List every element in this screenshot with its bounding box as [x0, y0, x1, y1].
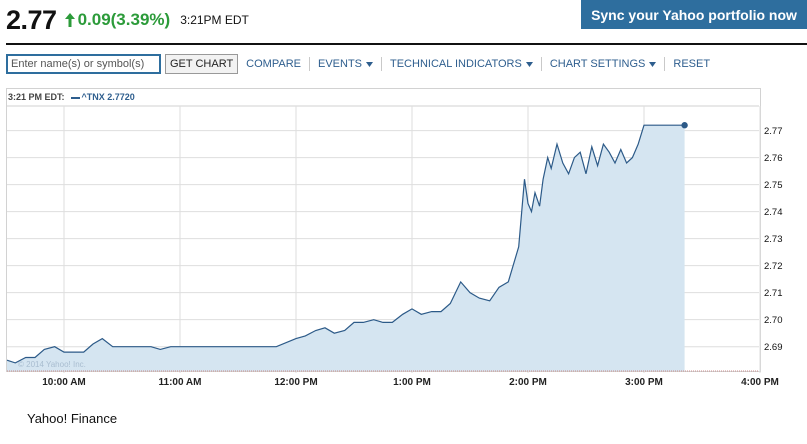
compare-label: COMPARE	[246, 58, 301, 70]
symbol-search-input[interactable]	[6, 54, 161, 74]
toolbar-separator	[540, 57, 542, 71]
legend-series-label: ^TNX 2.7720	[81, 92, 135, 102]
y-tick-label: 2.70	[764, 315, 783, 326]
chart-toolbar: GET CHART COMPARE EVENTS TECHNICAL INDIC…	[6, 54, 718, 74]
series-line	[6, 124, 685, 364]
x-tick-label: 2:00 PM	[509, 377, 547, 388]
caret-down-icon	[649, 61, 657, 67]
chart-settings-label: CHART SETTINGS	[549, 58, 646, 70]
technical-indicators-label: TECHNICAL INDICATORS	[390, 58, 522, 70]
price-change-value: 0.09(3.39%)	[77, 10, 171, 29]
reset-label: RESET	[673, 58, 711, 70]
toolbar-separator	[308, 57, 310, 71]
legend-time: 3:21 PM EDT:	[8, 92, 65, 102]
y-tick-label: 2.69	[764, 342, 783, 353]
sync-portfolio-button[interactable]: Sync your Yahoo portfolio now	[581, 0, 807, 29]
x-tick-label: 1:00 PM	[393, 377, 431, 388]
legend-series: ^TNX 2.7720	[70, 92, 135, 102]
quote-summary: 2.77 0.09(3.39%) 3:21PM EDT	[6, 0, 249, 40]
footer-caption: Yahoo! Finance	[27, 411, 118, 426]
y-tick-label: 2.75	[764, 180, 783, 191]
chart-settings-menu[interactable]: CHART SETTINGS	[542, 58, 665, 70]
events-menu[interactable]: EVENTS	[310, 58, 381, 70]
compare-link[interactable]: COMPARE	[238, 58, 309, 70]
chart-legend: 3:21 PM EDT: ^TNX 2.7720	[8, 92, 135, 102]
caret-down-icon	[366, 61, 373, 67]
x-tick-label: 10:00 AM	[42, 377, 86, 388]
y-tick-label: 2.72	[764, 261, 783, 272]
y-tick-label: 2.74	[764, 207, 783, 218]
y-tick-label: 2.76	[764, 153, 783, 164]
price-change: 0.09(3.39%)	[64, 10, 171, 30]
technical-indicators-menu[interactable]: TECHNICAL INDICATORS	[382, 58, 541, 70]
x-tick-label: 4:00 PM	[741, 377, 779, 388]
y-tick-label: 2.77	[764, 126, 783, 137]
series-line-icon	[70, 96, 80, 99]
toolbar-separator	[381, 57, 382, 71]
up-arrow-icon	[64, 13, 75, 27]
events-label: EVENTS	[317, 58, 362, 70]
reset-link[interactable]: RESET	[665, 58, 718, 70]
series-area	[7, 125, 685, 371]
last-price: 2.77	[6, 4, 57, 35]
y-tick-label: 2.73	[764, 234, 783, 245]
get-chart-button[interactable]: GET CHART	[165, 54, 239, 74]
header-divider	[6, 43, 807, 45]
x-tick-label: 12:00 PM	[274, 377, 317, 388]
toolbar-separator	[664, 57, 666, 71]
copyright-watermark: © 2014 Yahoo! Inc.	[18, 360, 86, 369]
x-tick-label: 3:00 PM	[625, 377, 663, 388]
x-tick-label: 11:00 AM	[159, 377, 202, 388]
y-tick-label: 2.71	[764, 288, 783, 299]
last-point-marker	[681, 122, 688, 129]
quote-time: 3:21PM EDT	[180, 13, 249, 27]
caret-down-icon	[525, 61, 533, 67]
